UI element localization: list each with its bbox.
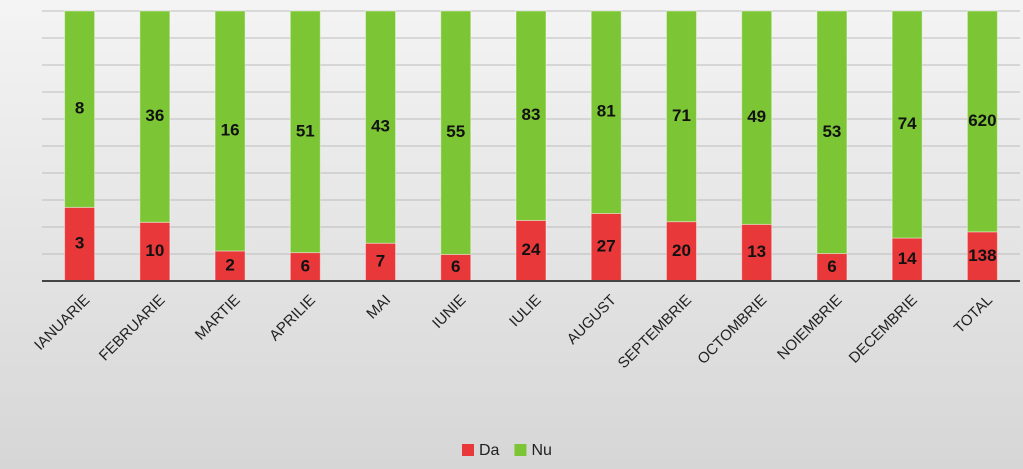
data-label: 138 <box>968 246 996 265</box>
data-label: 27 <box>597 237 616 256</box>
legend-swatch <box>514 444 527 456</box>
bar-segment <box>440 10 472 255</box>
data-label: 8 <box>75 99 84 118</box>
data-label: 13 <box>747 242 766 261</box>
data-label: 36 <box>145 106 164 125</box>
bar-segment <box>665 221 697 282</box>
data-label: 83 <box>522 105 541 124</box>
bar-segment <box>139 221 171 282</box>
bar-segment <box>214 10 246 252</box>
data-label: 24 <box>522 240 541 259</box>
bar-segment <box>515 10 547 221</box>
bar-segment <box>139 10 171 223</box>
bar-segment <box>816 253 848 282</box>
bar-segment <box>966 10 998 233</box>
data-label: 6 <box>827 257 836 276</box>
data-label: 71 <box>672 106 691 125</box>
bar-segment <box>816 10 848 255</box>
data-label: 620 <box>968 111 996 130</box>
data-label: 2 <box>225 255 234 274</box>
data-label: 55 <box>446 122 465 141</box>
legend-label: Da <box>479 442 500 459</box>
bar-segment <box>289 10 321 254</box>
data-label: 53 <box>822 122 841 141</box>
data-label: 7 <box>376 252 385 271</box>
data-label: 49 <box>747 107 766 126</box>
data-label: 16 <box>221 120 240 139</box>
data-label: 14 <box>898 249 917 268</box>
bar-segment <box>891 10 923 239</box>
bar-segment <box>365 10 397 244</box>
data-label: 3 <box>75 234 84 253</box>
data-label: 74 <box>898 114 917 133</box>
bar-segment <box>440 253 472 282</box>
data-label: 6 <box>451 257 460 276</box>
bar-segment <box>590 10 622 214</box>
bar-segment <box>590 213 622 282</box>
bar-segment <box>665 10 697 223</box>
bar-segment <box>214 250 246 282</box>
bar-segment <box>64 10 96 208</box>
bar-segment <box>515 219 547 282</box>
legend-swatch <box>462 444 474 456</box>
data-label: 51 <box>296 121 315 140</box>
data-label: 6 <box>301 256 310 275</box>
data-label: 20 <box>672 241 691 260</box>
bar-segment <box>289 252 321 282</box>
bar-segment <box>741 10 773 225</box>
data-label: 81 <box>597 102 616 121</box>
data-label: 43 <box>371 117 390 136</box>
data-label: 10 <box>145 241 164 260</box>
legend-label: Nu <box>531 442 551 459</box>
